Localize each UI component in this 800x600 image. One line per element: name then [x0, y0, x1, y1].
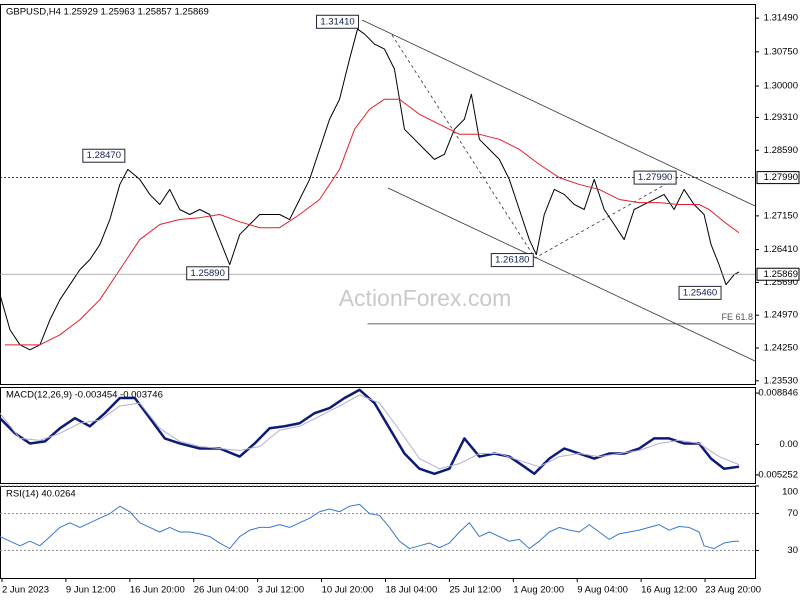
x-tick-label: 18 Jul 04:00 — [385, 585, 437, 596]
y-tick-label: 100 — [782, 487, 798, 498]
price-box — [756, 171, 800, 185]
panel-frame — [0, 387, 756, 484]
watermark: ActionForex.com — [339, 285, 512, 311]
x-tick-label: 9 Aug 04:00 — [577, 585, 628, 596]
series-line — [0, 28, 740, 351]
y-tick-label: 1.31490 — [764, 13, 798, 24]
x-tick-label: 1 Aug 20:00 — [513, 585, 564, 596]
x-tick-label: 10 Jul 20:00 — [322, 585, 374, 596]
panel-title: MACD(12,26,9) -0.003454 -0.003746 — [6, 390, 163, 401]
x-tick-label: 25 Jul 12:00 — [449, 585, 501, 596]
y-tick-label: 1.23530 — [764, 375, 798, 386]
annotation-label: 1.31410 — [320, 16, 354, 27]
series-line — [4, 98, 740, 346]
y-tick-label: 1.28590 — [764, 145, 798, 156]
annotation-label: 1.26180 — [495, 255, 529, 266]
channel-upper — [361, 19, 756, 207]
y-tick-label: 1.29310 — [764, 112, 798, 123]
level-label: FE 61.8 — [721, 312, 753, 322]
y-tick-label: -0.005252 — [755, 469, 798, 480]
annotation-box — [633, 170, 677, 185]
panel-title: GBPUSD,H4 1.25929 1.25963 1.25857 1.2586… — [6, 7, 209, 18]
price-label: 1.25869 — [764, 269, 798, 280]
x-tick-label: 16 Aug 12:00 — [641, 585, 697, 596]
x-tick-label: 3 Jul 12:00 — [258, 585, 304, 596]
annotation-box — [186, 266, 230, 281]
y-tick-label: 30 — [787, 545, 798, 556]
x-tick-label: 9 Jun 12:00 — [66, 585, 116, 596]
panel-title: RSI(14) 40.0264 — [6, 489, 76, 500]
annotation-box — [678, 285, 722, 300]
price-label: 1.27990 — [764, 172, 798, 183]
x-tick-label: 2 Jun 2023 — [2, 585, 49, 596]
panel-frame — [0, 4, 756, 385]
y-tick-label: 1.27150 — [764, 210, 798, 221]
y-tick-label: 1.24970 — [764, 310, 798, 321]
annotation-box — [490, 253, 534, 268]
y-tick-label: 1.26410 — [764, 244, 798, 255]
y-tick-label: 1.30000 — [764, 81, 798, 92]
series-line — [0, 394, 740, 470]
y-tick-label: 0.008846 — [758, 388, 798, 399]
y-tick-label: 1.25690 — [764, 277, 798, 288]
annotation-box — [82, 148, 126, 163]
y-tick-label: 1.30750 — [764, 46, 798, 57]
x-tick-label: 23 Aug 20:00 — [705, 585, 761, 596]
x-tick-label: 16 Jun 20:00 — [130, 585, 185, 596]
annotation-label: 1.28470 — [87, 150, 121, 161]
annotation-label: 1.25890 — [191, 268, 225, 279]
annotation-label: 1.27990 — [638, 172, 672, 183]
y-tick-label: 1.24250 — [764, 343, 798, 354]
y-tick-label: 70 — [787, 508, 798, 519]
price-box — [756, 267, 800, 281]
x-tick-label: 26 Jun 04:00 — [194, 585, 249, 596]
y-tick-label: 0.00 — [780, 439, 799, 450]
series-line — [0, 503, 740, 550]
annotation-box — [316, 14, 360, 29]
fib-line — [391, 34, 683, 259]
annotation-label: 1.25460 — [683, 287, 717, 298]
